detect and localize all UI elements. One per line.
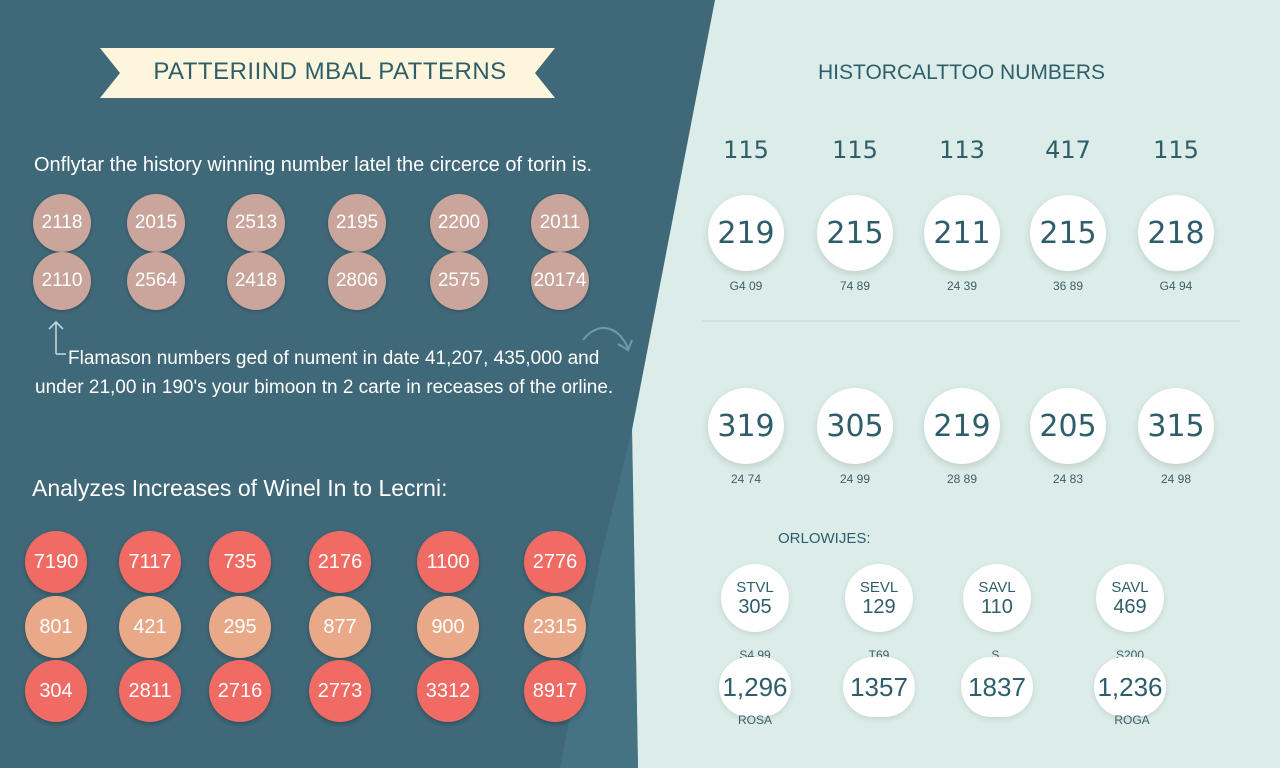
number-circle: 219 bbox=[924, 388, 1000, 464]
footer-label-2: ROGA bbox=[1114, 713, 1150, 727]
history-number-circle: 2015 bbox=[127, 194, 185, 252]
increase-number-circle: 2716 bbox=[209, 660, 271, 722]
history-number-circle: 2513 bbox=[227, 194, 285, 252]
number-circle-caption: G4 09 bbox=[729, 279, 763, 293]
number-circle: 219 bbox=[708, 195, 784, 271]
section-heading: Analyzes Increases of Winel In to Lecrni… bbox=[32, 475, 448, 501]
history-number-circle: 2011 bbox=[531, 194, 589, 252]
labeled-circle: STVL 305 bbox=[721, 564, 789, 632]
number-circle: 315 bbox=[1138, 388, 1214, 464]
increase-number-circle: 900 bbox=[417, 596, 479, 658]
sub-heading: ORLOWIJES: bbox=[778, 530, 871, 547]
history-number-circle: 2200 bbox=[430, 194, 488, 252]
banner-ribbon bbox=[100, 48, 555, 98]
bottom-label: S. bbox=[991, 648, 1003, 662]
increase-number-circle: 304 bbox=[25, 660, 87, 722]
number-circle-caption: 24 99 bbox=[839, 472, 871, 486]
increase-number-circle: 3312 bbox=[417, 660, 479, 722]
bottom-value-pill: 1357 bbox=[843, 657, 915, 717]
number-circle-caption: 74 89 bbox=[839, 279, 871, 293]
increase-number-circle: 2773 bbox=[309, 660, 371, 722]
note-line-2: under 21,00 in 190's your bimoon tn 2 ca… bbox=[35, 377, 614, 398]
history-number-circle: 2806 bbox=[328, 252, 386, 310]
bottom-value-pill: 1837 bbox=[961, 657, 1033, 717]
number-circle: 218 bbox=[1138, 195, 1214, 271]
history-number-circle: 2110 bbox=[33, 252, 91, 310]
right-title: HISTORCALTTOO NUMBERS bbox=[818, 61, 1106, 84]
history-number-circle: 20174 bbox=[531, 252, 589, 310]
increase-number-circle: 421 bbox=[119, 596, 181, 658]
increase-number-circle: 295 bbox=[209, 596, 271, 658]
increase-number-circle: 8917 bbox=[524, 660, 586, 722]
bottom-value-pill: 1,296 bbox=[719, 657, 791, 717]
labeled-circle: SAVL 469 bbox=[1096, 564, 1164, 632]
number-circle-caption: 36 89 bbox=[1052, 279, 1084, 293]
labeled-circle-value: 110 bbox=[981, 595, 1013, 618]
top-number: 417 bbox=[1045, 136, 1091, 164]
labeled-circle-label: STVL bbox=[736, 578, 774, 596]
bottom-value-pill: 1,236 bbox=[1094, 657, 1166, 717]
curved-arrow-icon bbox=[582, 327, 633, 352]
increase-number-circle: 801 bbox=[25, 596, 87, 658]
number-circle: 319 bbox=[708, 388, 784, 464]
history-number-circle: 2575 bbox=[430, 252, 488, 310]
footer-label-1: ROSA bbox=[737, 713, 772, 727]
top-number: 115 bbox=[723, 136, 769, 164]
number-circle: 305 bbox=[817, 388, 893, 464]
increase-number-circle: 735 bbox=[209, 531, 271, 593]
labeled-circle-label: SAVL bbox=[1111, 578, 1149, 596]
number-circle-caption: G4 94 bbox=[1159, 279, 1193, 293]
note-line-1: Flamason numbers ged of nument in date 4… bbox=[68, 348, 600, 369]
labeled-circle-value: 129 bbox=[862, 595, 896, 618]
number-circle-caption: 24 74 bbox=[730, 472, 762, 486]
number-circle-caption: 24 39 bbox=[946, 279, 978, 293]
history-number-circle: 2418 bbox=[227, 252, 285, 310]
increase-number-circle: 877 bbox=[309, 596, 371, 658]
labeled-circle-label: SEVL bbox=[859, 578, 899, 596]
intro-text: Onflytar the history winning number late… bbox=[34, 154, 593, 176]
top-number: 115 bbox=[1153, 136, 1199, 164]
labeled-circle-value: 469 bbox=[1113, 595, 1147, 618]
increase-number-circle: 7190 bbox=[25, 531, 87, 593]
number-circle: 215 bbox=[817, 195, 893, 271]
labeled-circle: SAVL 110 bbox=[963, 564, 1031, 632]
number-circle: 215 bbox=[1030, 195, 1106, 271]
arrow-up-icon bbox=[48, 320, 66, 355]
top-number: 113 bbox=[939, 136, 985, 164]
history-number-circle: 2564 bbox=[127, 252, 185, 310]
banner-title: PATTERIIND MBAL PATTERNS bbox=[153, 58, 507, 85]
increase-number-circle: 7117 bbox=[119, 531, 181, 593]
increase-number-circle: 2811 bbox=[119, 660, 181, 722]
increase-number-circle: 2315 bbox=[524, 596, 586, 658]
history-number-circle: 2195 bbox=[328, 194, 386, 252]
increase-number-circle: 1100 bbox=[417, 531, 479, 593]
increase-number-circle: 2176 bbox=[309, 531, 371, 593]
number-circle: 205 bbox=[1030, 388, 1106, 464]
labeled-circle-label: SAVL bbox=[978, 578, 1016, 596]
labeled-circle-value: 305 bbox=[738, 595, 772, 618]
number-circle-caption: 28 89 bbox=[946, 472, 978, 486]
top-number: 115 bbox=[832, 136, 878, 164]
number-circle: 211 bbox=[924, 195, 1000, 271]
number-circle-caption: 24 98 bbox=[1160, 472, 1192, 486]
history-number-circle: 2118 bbox=[33, 194, 91, 252]
increase-number-circle: 2776 bbox=[524, 531, 586, 593]
labeled-circle: SEVL 129 bbox=[845, 564, 913, 632]
number-circle-caption: 24 83 bbox=[1052, 472, 1084, 486]
